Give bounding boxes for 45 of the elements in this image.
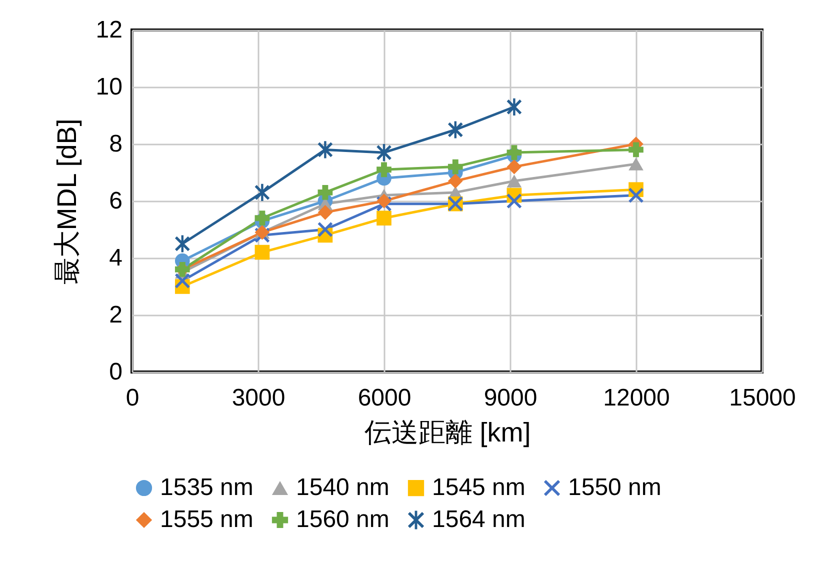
x-tick-label: 12000 [603, 384, 670, 412]
x-tick-label: 9000 [484, 384, 538, 412]
point [506, 98, 522, 116]
point [506, 194, 522, 208]
point [254, 210, 270, 226]
point [448, 121, 463, 138]
x-axis-title: 伝送距離 [km] [364, 418, 531, 448]
point [506, 159, 522, 174]
legend-label: 1564 nm [432, 506, 526, 533]
point [318, 222, 333, 237]
point [628, 142, 644, 158]
x-tick-label: 15000 [729, 384, 796, 412]
y-tick-label: 12 [96, 16, 122, 44]
legend-label: 1555 nm [160, 506, 254, 533]
x-tick-label: 0 [126, 384, 140, 412]
point [376, 210, 392, 226]
legend-label: 1540 nm [296, 474, 390, 501]
point [506, 174, 522, 188]
point [254, 244, 270, 260]
point [448, 174, 463, 188]
x-tick-label: 6000 [358, 384, 412, 412]
point [318, 204, 333, 220]
y-tick-label: 4 [109, 244, 122, 272]
legend-label: 1550 nm [568, 474, 662, 501]
point [318, 141, 333, 158]
y-tick-label: 8 [109, 130, 122, 158]
point [376, 162, 392, 178]
point [506, 145, 522, 160]
point [628, 188, 644, 203]
point [448, 159, 463, 174]
point [628, 158, 644, 170]
point [174, 273, 190, 288]
point [376, 194, 392, 208]
y-tick-label: 0 [109, 358, 122, 386]
point [174, 235, 190, 252]
y-tick-label: 10 [96, 74, 122, 100]
y-tick-label: 2 [109, 302, 122, 328]
y-tick-label: 6 [109, 188, 122, 214]
x-tick-label: 3000 [232, 384, 286, 412]
legend-label: 1560 nm [296, 506, 390, 533]
legend-label: 1535 nm [160, 474, 254, 501]
point [318, 185, 333, 200]
point [254, 184, 270, 201]
legend-label: 1545 nm [432, 474, 526, 501]
y-axis-title: 最大MDL [dB] [52, 118, 82, 284]
